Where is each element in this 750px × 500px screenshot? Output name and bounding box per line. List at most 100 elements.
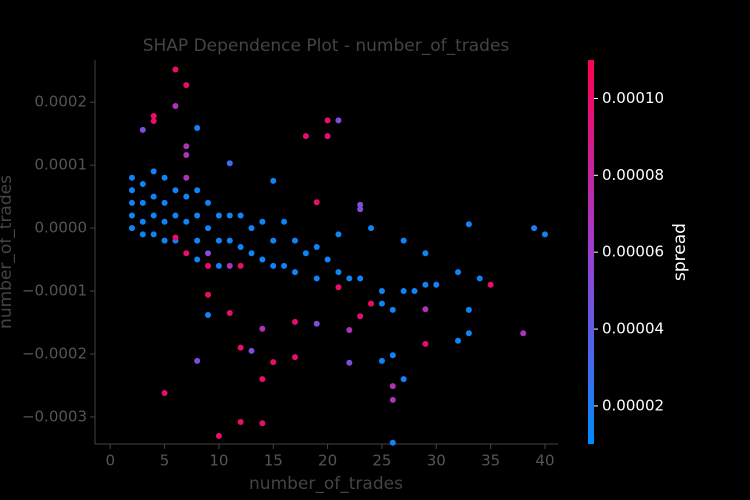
point — [237, 418, 244, 425]
point — [389, 396, 396, 403]
point — [172, 234, 179, 241]
point — [400, 288, 407, 295]
point — [346, 327, 353, 334]
point — [205, 199, 212, 206]
point — [455, 337, 462, 344]
point — [368, 225, 375, 232]
point — [455, 269, 462, 276]
point — [270, 177, 277, 184]
colorbar — [588, 60, 594, 444]
y-tick-label: 0.0000 — [35, 219, 88, 237]
point — [150, 193, 157, 200]
point — [161, 199, 168, 206]
point — [281, 218, 288, 225]
point — [150, 212, 157, 219]
point — [465, 330, 472, 337]
point — [172, 187, 179, 194]
point — [422, 340, 429, 347]
point — [128, 212, 135, 219]
point — [357, 313, 364, 320]
x-axis-label: number_of_trades — [249, 474, 403, 494]
point — [259, 256, 266, 263]
point — [237, 243, 244, 250]
point — [400, 376, 407, 383]
point — [183, 143, 190, 150]
point — [291, 354, 298, 361]
point — [183, 250, 190, 257]
point — [389, 352, 396, 359]
point — [237, 212, 244, 219]
point — [378, 300, 385, 307]
point — [335, 269, 342, 276]
point — [128, 187, 135, 194]
point — [205, 291, 212, 298]
point — [335, 117, 342, 124]
point — [324, 256, 331, 263]
point — [161, 390, 168, 397]
point — [422, 250, 429, 257]
point — [259, 325, 266, 332]
point — [259, 218, 266, 225]
point — [389, 439, 396, 446]
point — [194, 124, 201, 131]
x-tick-label: 20 — [318, 452, 337, 470]
point — [194, 187, 201, 194]
point — [433, 281, 440, 288]
point — [368, 300, 375, 307]
x-tick-label: 35 — [481, 452, 500, 470]
point — [172, 212, 179, 219]
point — [357, 206, 364, 213]
point — [313, 320, 320, 327]
chart-title: SHAP Dependence Plot - number_of_trades — [143, 36, 510, 56]
point — [400, 237, 407, 244]
point — [226, 160, 233, 167]
point — [324, 133, 331, 140]
point — [183, 193, 190, 200]
point — [128, 199, 135, 206]
point — [270, 237, 277, 244]
point — [183, 152, 190, 159]
y-tick-label: −0.0002 — [22, 344, 87, 362]
colorbar-tick-label: 0.00006 — [602, 243, 664, 261]
point — [226, 237, 233, 244]
point — [139, 181, 146, 188]
point — [150, 231, 157, 238]
point — [139, 126, 146, 133]
point — [357, 275, 364, 282]
point — [357, 201, 364, 208]
point — [194, 256, 201, 263]
point — [161, 237, 168, 244]
y-tick-label: 0.0002 — [35, 93, 88, 111]
point — [520, 330, 527, 337]
point — [422, 281, 429, 288]
colorbar-tick-label: 0.00004 — [602, 320, 664, 338]
point — [302, 250, 309, 257]
point — [205, 225, 212, 232]
point — [128, 174, 135, 181]
point — [487, 281, 494, 288]
point — [291, 318, 298, 325]
y-tick-label: −0.0001 — [22, 282, 87, 300]
point — [150, 168, 157, 175]
point — [150, 113, 157, 120]
point — [237, 344, 244, 351]
colorbar-label: spread — [670, 223, 690, 281]
y-axis-label: number_of_trades — [0, 175, 16, 329]
point — [194, 212, 201, 219]
point — [248, 347, 255, 354]
point — [194, 237, 201, 244]
point — [346, 359, 353, 366]
point — [465, 221, 472, 228]
point — [215, 432, 222, 439]
point — [531, 225, 538, 232]
point — [291, 237, 298, 244]
point — [335, 231, 342, 238]
point — [281, 262, 288, 269]
point — [139, 199, 146, 206]
point — [422, 306, 429, 313]
colorbar-tick-label: 0.00008 — [602, 166, 664, 184]
point — [541, 231, 548, 238]
point — [302, 133, 309, 140]
